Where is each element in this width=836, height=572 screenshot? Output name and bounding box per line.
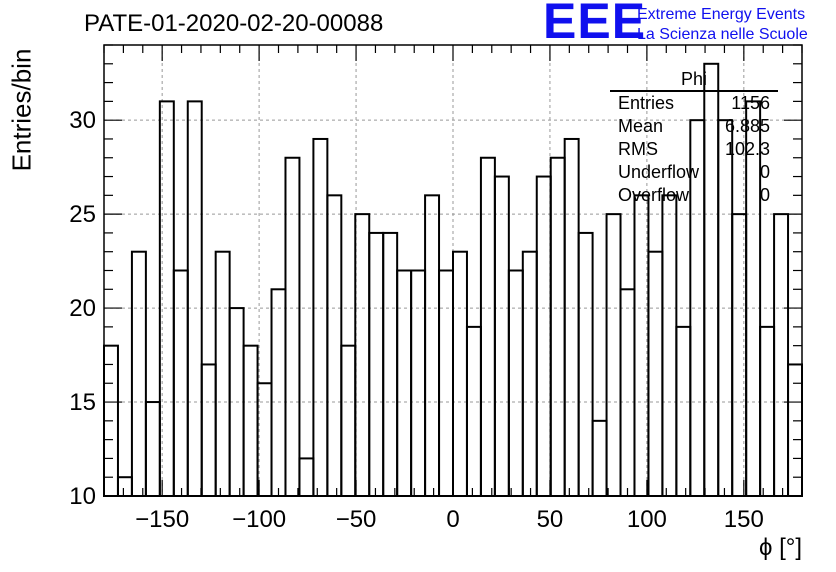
histogram-bin: [661, 194, 678, 497]
histogram-bin: [605, 213, 622, 497]
histogram-bin: [368, 231, 385, 498]
x-tick-label: 50: [537, 506, 564, 533]
histogram-bin: [284, 156, 301, 497]
stats-title: Phi: [610, 68, 778, 92]
histogram-bin: [242, 344, 259, 497]
stats-key: Mean: [618, 116, 664, 136]
stats-row: Mean 6.885: [610, 115, 778, 138]
stats-key: RMS: [618, 139, 658, 159]
stats-key: Underflow: [618, 162, 700, 182]
histogram-bin: [298, 457, 315, 497]
histogram-bin: [507, 269, 524, 497]
stats-row: Underflow 0: [610, 161, 778, 184]
logo-line-1: Extreme Energy Events: [637, 6, 806, 23]
stats-box: Phi Entries 1156 Mean 6.885 RMS 102.3 Underflo…: [610, 68, 778, 207]
histogram-bin: [396, 269, 413, 497]
x-axis-label: ϕ [°]: [758, 534, 802, 561]
stats-row: Overflow 0: [610, 184, 778, 207]
histogram-bin: [186, 100, 203, 497]
histogram-bin: [172, 269, 189, 497]
histogram-bin: [452, 250, 468, 497]
stats-row: Entries 1156: [610, 92, 778, 115]
histogram-bin: [591, 419, 608, 498]
histogram-bin: [116, 476, 133, 498]
stats-value: 6.885: [724, 116, 770, 136]
histogram-bin: [214, 250, 231, 497]
eee-logo: EEE: [543, 0, 647, 49]
x-tick-label: 150: [724, 506, 764, 533]
stats-value: 0: [759, 162, 770, 182]
histogram-bin: [312, 137, 329, 497]
histogram-bin: [479, 156, 496, 497]
histogram-bin: [200, 363, 217, 498]
histogram-bin: [424, 194, 441, 497]
y-tick-label: 25: [69, 201, 96, 228]
histogram-bin: [465, 325, 482, 497]
stats-key: Overflow: [618, 185, 690, 205]
stats-row: RMS 102.3: [610, 138, 778, 161]
histogram-bin: [619, 288, 636, 497]
histogram-bin: [410, 269, 427, 497]
y-axis-label: Entries/bin: [6, 48, 37, 172]
stats-value: 102.3: [724, 139, 770, 159]
x-tick-label: 0: [446, 506, 459, 533]
y-tick-label: 30: [69, 107, 96, 134]
y-tick-label: 15: [69, 389, 96, 416]
histogram-bin: [577, 231, 594, 498]
histogram-bin: [493, 175, 510, 498]
y-tick-label: 20: [69, 295, 96, 322]
histogram-bin: [270, 288, 287, 497]
histogram-bin: [438, 269, 455, 497]
histogram-bin: [549, 156, 566, 497]
histogram-bin: [633, 194, 650, 497]
chart-title: PATE-01-2020-02-20-00088: [84, 10, 384, 37]
histogram-bin: [354, 213, 371, 497]
histogram-bin: [773, 213, 790, 497]
logo-line-2: La Scienza nelle Scuole: [637, 26, 808, 43]
histogram-bin: [759, 325, 776, 497]
x-tick-label: −50: [336, 506, 377, 533]
histogram-bin: [787, 363, 803, 498]
histogram-bin: [256, 382, 273, 497]
histogram-bin: [382, 231, 399, 498]
stats-value: 0: [759, 185, 770, 205]
histogram-bin: [340, 344, 357, 497]
stats-key: Entries: [618, 93, 675, 113]
x-tick-label: −100: [232, 506, 286, 533]
histogram-bin: [130, 250, 147, 497]
histogram-bin: [521, 250, 538, 497]
histogram-bin: [675, 325, 692, 497]
x-tick-label: 100: [627, 506, 667, 533]
histogram-bin: [535, 175, 552, 498]
y-tick-label: 10: [69, 483, 96, 510]
histogram-bin: [647, 250, 664, 497]
stats-rows: Entries 1156 Mean 6.885 RMS 102.3 Underflow 0 Ov…: [610, 92, 778, 207]
x-tick-label: −150: [135, 506, 189, 533]
stats-value: 1156: [731, 93, 770, 113]
histogram-bin: [144, 401, 161, 497]
histogram-bin: [563, 137, 580, 497]
histogram-bin: [326, 194, 343, 497]
